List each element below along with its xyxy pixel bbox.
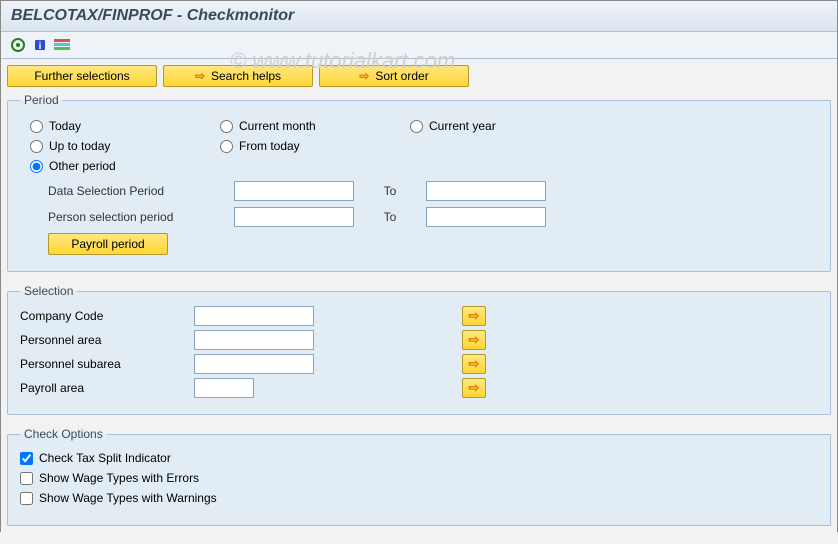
payroll-period-button[interactable]: Payroll period [48, 233, 168, 255]
info-icon[interactable]: i [31, 36, 49, 54]
selection-legend: Selection [20, 284, 77, 298]
arrow-right-icon: ⇨ [359, 69, 369, 83]
person-selection-label: Person selection period [48, 210, 228, 224]
period-radio-grid: Today Current month Current year Up to t… [20, 113, 818, 177]
radio-up-to-today-input[interactable] [30, 140, 43, 153]
personnel-area-lookup-button[interactable]: ⇨ [462, 330, 486, 350]
check-tax-split-checkbox[interactable] [20, 452, 33, 465]
personnel-area-label: Personnel area [20, 333, 190, 347]
check-show-warnings-checkbox[interactable] [20, 492, 33, 505]
personnel-subarea-lookup-button[interactable]: ⇨ [462, 354, 486, 374]
arrow-right-icon: ⇨ [469, 308, 480, 324]
period-fields: Data Selection Period To Person selectio… [20, 177, 818, 261]
data-selection-label: Data Selection Period [48, 184, 228, 198]
arrow-right-icon: ⇨ [469, 380, 480, 396]
radio-up-to-today[interactable]: Up to today [30, 139, 220, 153]
data-selection-from-input[interactable] [234, 181, 354, 201]
radio-from-today[interactable]: From today [220, 139, 410, 153]
checkbox-label: Check Tax Split Indicator [39, 451, 171, 465]
check-options-legend: Check Options [20, 427, 107, 441]
period-fieldset: Period Today Current month Current year … [7, 93, 831, 272]
button-label: Payroll period [71, 237, 144, 251]
company-code-input[interactable] [194, 306, 314, 326]
check-show-warnings-row[interactable]: Show Wage Types with Warnings [20, 491, 818, 505]
search-helps-button[interactable]: ⇨ Search helps [163, 65, 313, 87]
radio-label: From today [239, 139, 300, 153]
company-code-label: Company Code [20, 309, 190, 323]
variant-icon[interactable] [53, 36, 71, 54]
svg-text:i: i [39, 41, 42, 52]
radio-current-year[interactable]: Current year [410, 119, 600, 133]
payroll-area-label: Payroll area [20, 381, 190, 395]
check-show-errors-checkbox[interactable] [20, 472, 33, 485]
selection-rows: Company Code ⇨ Personnel area ⇨ Personne… [20, 304, 818, 404]
execute-icon[interactable] [9, 36, 27, 54]
person-selection-from-input[interactable] [234, 207, 354, 227]
radio-other-period[interactable]: Other period [30, 159, 220, 173]
button-label: Search helps [211, 69, 281, 83]
radio-today[interactable]: Today [30, 119, 220, 133]
radio-current-month-input[interactable] [220, 120, 233, 133]
radio-current-year-input[interactable] [410, 120, 423, 133]
payroll-area-lookup-button[interactable]: ⇨ [462, 378, 486, 398]
check-options-rows: Check Tax Split Indicator Show Wage Type… [20, 447, 818, 515]
personnel-subarea-label: Personnel subarea [20, 357, 190, 371]
button-label: Sort order [375, 69, 428, 83]
personnel-subarea-row: Personnel subarea ⇨ [20, 354, 818, 374]
further-selections-button[interactable]: Further selections [7, 65, 157, 87]
icon-toolbar: i [1, 32, 837, 59]
radio-today-input[interactable] [30, 120, 43, 133]
data-selection-row: Data Selection Period To [48, 181, 818, 201]
to-label: To [360, 184, 420, 198]
check-options-fieldset: Check Options Check Tax Split Indicator … [7, 427, 831, 526]
check-tax-split-row[interactable]: Check Tax Split Indicator [20, 451, 818, 465]
window-title: BELCOTAX/FINPROF - Checkmonitor [1, 1, 837, 32]
personnel-area-input[interactable] [194, 330, 314, 350]
checkbox-label: Show Wage Types with Warnings [39, 491, 217, 505]
arrow-right-icon: ⇨ [469, 332, 480, 348]
data-selection-to-input[interactable] [426, 181, 546, 201]
person-selection-to-input[interactable] [426, 207, 546, 227]
period-legend: Period [20, 93, 63, 107]
radio-label: Current month [239, 119, 316, 133]
radio-from-today-input[interactable] [220, 140, 233, 153]
payroll-area-input[interactable] [194, 378, 254, 398]
radio-label: Today [49, 119, 81, 133]
arrow-right-icon: ⇨ [195, 69, 205, 83]
payroll-area-row: Payroll area ⇨ [20, 378, 818, 398]
selection-fieldset: Selection Company Code ⇨ Personnel area … [7, 284, 831, 415]
arrow-right-icon: ⇨ [469, 356, 480, 372]
radio-label: Up to today [49, 139, 110, 153]
company-code-lookup-button[interactable]: ⇨ [462, 306, 486, 326]
to-label: To [360, 210, 420, 224]
personnel-subarea-input[interactable] [194, 354, 314, 374]
radio-label: Other period [49, 159, 116, 173]
radio-current-month[interactable]: Current month [220, 119, 410, 133]
sort-order-button[interactable]: ⇨ Sort order [319, 65, 469, 87]
content-area: Further selections ⇨ Search helps ⇨ Sort… [1, 59, 837, 544]
checkbox-label: Show Wage Types with Errors [39, 471, 199, 485]
radio-label: Current year [429, 119, 496, 133]
action-button-row: Further selections ⇨ Search helps ⇨ Sort… [7, 65, 831, 87]
person-selection-row: Person selection period To [48, 207, 818, 227]
personnel-area-row: Personnel area ⇨ [20, 330, 818, 350]
company-code-row: Company Code ⇨ [20, 306, 818, 326]
radio-other-period-input[interactable] [30, 160, 43, 173]
check-show-errors-row[interactable]: Show Wage Types with Errors [20, 471, 818, 485]
button-label: Further selections [34, 69, 129, 83]
